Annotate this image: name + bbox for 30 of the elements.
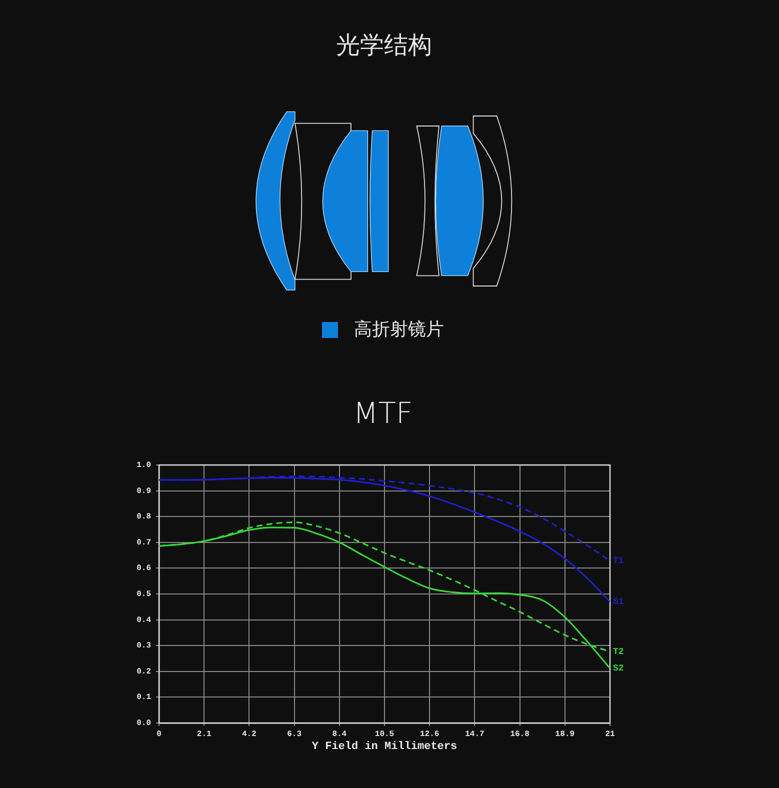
- x-tick-label: 12.6: [420, 730, 440, 739]
- x-tick-label: 4.2: [242, 730, 257, 739]
- x-tick-label: 16.8: [510, 730, 530, 739]
- x-axis-title: Y Field in Millimeters: [312, 741, 458, 754]
- text: 光学结构: [335, 30, 433, 60]
- y-tick-label: 0.6: [136, 564, 152, 574]
- chart-title: MTF: [352, 396, 414, 430]
- x-tick-label: 21: [605, 730, 615, 739]
- y-tick-label: 0.5: [136, 590, 152, 600]
- series-label: T2: [613, 646, 624, 657]
- y-tick-label: 0.2: [136, 667, 152, 676]
- x-tick-label: 18.9: [555, 730, 575, 739]
- y-tick-label: 0.4: [136, 616, 152, 625]
- y-tick-label: 0.1: [136, 693, 152, 702]
- x-tick-label: 10.5: [374, 730, 394, 739]
- y-tick-label: 0.7: [136, 538, 152, 548]
- x-tick-label: 2.1: [196, 730, 212, 739]
- series-label: S2: [613, 664, 624, 674]
- x-tick-label: 14.7: [465, 730, 484, 739]
- x-tick-label: 6.3: [287, 730, 302, 739]
- y-tick-label: 0.3: [136, 642, 152, 651]
- x-tick-label: 8.4: [332, 730, 347, 739]
- y-tick-label: 1.0: [136, 461, 152, 470]
- x-tick-label: 0: [156, 730, 162, 739]
- series-label: T1: [613, 556, 624, 566]
- text: 高折射镜片: [354, 319, 444, 341]
- y-tick-label: 0.0: [136, 719, 152, 728]
- y-tick-label: 0.8: [136, 512, 152, 522]
- y-tick-label: 0.9: [136, 486, 152, 496]
- series-label: S1: [613, 597, 624, 608]
